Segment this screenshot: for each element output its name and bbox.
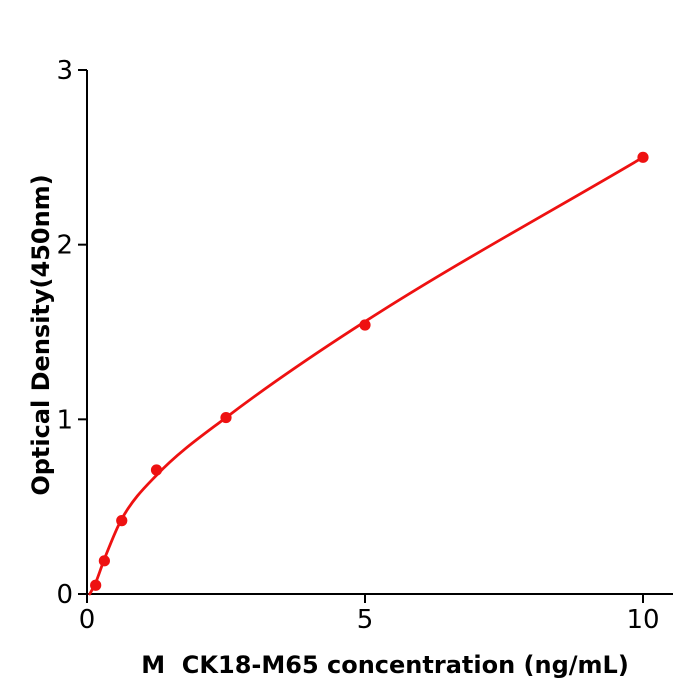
x-axis-title: M CK18-M65 concentration (ng/mL): [141, 651, 629, 679]
fit-curve: [88, 155, 645, 596]
data-point: [90, 579, 102, 591]
y-tick-label: 3: [56, 56, 73, 86]
x-tick-label: 10: [626, 605, 659, 635]
y-tick-label: 2: [56, 231, 73, 261]
y-tick-label: 1: [56, 405, 73, 435]
data-layer: [88, 151, 649, 596]
y-tick-label: 0: [56, 580, 73, 610]
data-point: [220, 411, 232, 424]
data-point: [637, 151, 649, 163]
y-axis-title: Optical Density(450nm): [27, 174, 55, 496]
data-point: [359, 319, 371, 331]
data-point: [116, 515, 128, 527]
axes-layer: 0 5 10 0 1 2 3: [56, 56, 673, 635]
x-tick-label: 5: [357, 605, 374, 635]
data-point: [98, 555, 110, 567]
x-tick-label: 0: [79, 605, 96, 635]
data-point: [150, 464, 163, 476]
